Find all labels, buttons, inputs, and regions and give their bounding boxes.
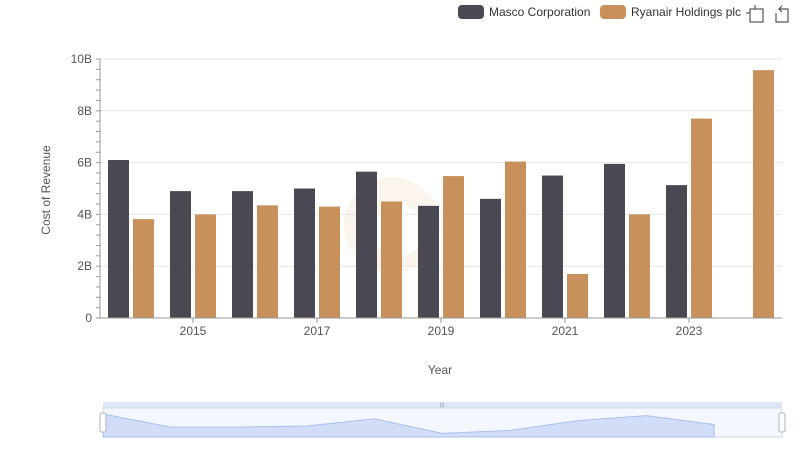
data-zoom-preview [102, 413, 715, 438]
bar[interactable] [232, 191, 253, 318]
axes: 0 2B 4B 6B 8B 10B 2015 2017 2019 2021 2023 [71, 52, 782, 338]
bar[interactable] [418, 205, 439, 318]
data-zoom-grip-icon[interactable]: ||| [440, 403, 445, 409]
x-tick-label: 2021 [552, 324, 579, 338]
y-tick-label: 2B [77, 259, 92, 273]
y-axis-title: Cost of Revenue [39, 145, 53, 235]
bar[interactable] [480, 198, 501, 318]
bar[interactable] [567, 273, 588, 318]
bar[interactable] [604, 163, 625, 318]
x-tick-label: 2017 [304, 324, 331, 338]
bar[interactable] [319, 206, 340, 318]
y-tick-label: 4B [77, 207, 92, 221]
bar[interactable] [505, 161, 526, 318]
bar[interactable] [629, 214, 650, 318]
bar[interactable] [542, 175, 563, 318]
bar[interactable] [443, 176, 464, 318]
bar[interactable] [170, 191, 191, 318]
x-tick-label: 2015 [180, 324, 207, 338]
x-axis-title: Year [428, 363, 452, 377]
legend-swatch [458, 5, 484, 19]
legend-swatch [600, 5, 626, 19]
legend-label: Ryanair Holdings plc [631, 5, 741, 19]
bar[interactable] [691, 118, 712, 318]
bar[interactable] [108, 160, 129, 318]
y-tick-label: 8B [77, 104, 92, 118]
legend: Masco Corporation Ryanair Holdings plc [458, 5, 741, 19]
y-tick-label: 10B [71, 52, 92, 66]
data-zoom-top-bar[interactable] [103, 402, 782, 408]
y-tick-label: 6B [77, 156, 92, 170]
bar[interactable] [753, 70, 774, 319]
data-zoom-slider[interactable]: ||| [99, 402, 786, 438]
bar[interactable] [381, 201, 402, 318]
bar[interactable] [257, 205, 278, 318]
data-zoom-handle-left[interactable] [99, 412, 107, 433]
bar[interactable] [666, 185, 687, 318]
restore-icon[interactable] [772, 3, 792, 23]
zoom-select-icon[interactable] [744, 3, 764, 23]
bar[interactable] [195, 214, 216, 318]
legend-item[interactable]: Ryanair Holdings plc [600, 5, 741, 19]
legend-label: Masco Corporation [489, 5, 590, 19]
x-tick-label: 2023 [676, 324, 703, 338]
bar[interactable] [133, 219, 154, 318]
bar[interactable] [356, 171, 377, 318]
x-tick-label: 2019 [428, 324, 455, 338]
legend-item[interactable]: Masco Corporation [458, 5, 590, 19]
bars [108, 70, 774, 319]
data-zoom-handle-right[interactable] [778, 412, 786, 433]
y-tick-label: 0 [85, 311, 92, 325]
bar[interactable] [294, 188, 315, 319]
